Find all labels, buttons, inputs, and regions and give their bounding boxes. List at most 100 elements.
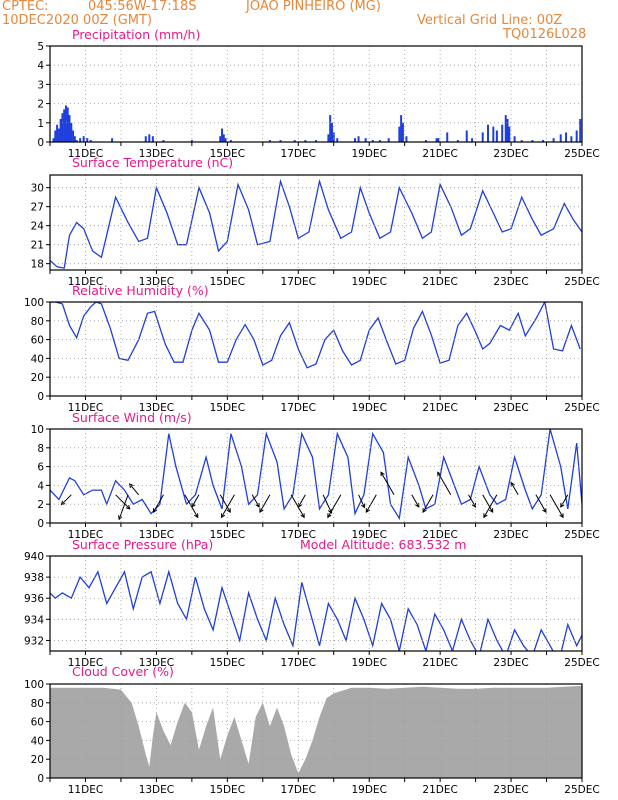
precipitation-bar [575, 130, 578, 142]
pressure-annotation: Model Altitude: 683.532 m [300, 537, 466, 552]
wind-vector [535, 494, 547, 513]
pressure-ytick-label: 936 [24, 593, 44, 605]
wind-vector [184, 494, 199, 518]
temperature-ytick-label: 21 [31, 240, 44, 252]
wind-vector [482, 494, 494, 513]
wind-vector-head [365, 508, 370, 514]
wind-line [50, 429, 582, 521]
precipitation-bar [508, 126, 511, 142]
wind-vector-head [191, 502, 196, 508]
header-source: CPTEC: [2, 0, 49, 14]
humidity-xtick-label: 19DEC [351, 402, 386, 414]
temperature-xtick-label: 21DEC [422, 276, 457, 288]
precipitation-bar [398, 126, 401, 142]
precipitation-bar [506, 118, 509, 142]
wind-vector [297, 494, 306, 508]
precipitation-bar [59, 118, 62, 142]
wind-ytick-label: 0 [37, 518, 44, 530]
cloud-frame [49, 683, 583, 779]
precipitation-frame [49, 45, 583, 143]
precipitation-bar [315, 140, 317, 142]
cloud-ytick-label: 80 [31, 698, 44, 710]
precipitation-ytick-label: 3 [37, 79, 44, 91]
precipitation-ytick-label: 2 [37, 99, 44, 111]
pressure-ytick-label: 934 [24, 614, 44, 626]
header-run-time: 10DEC2020 00Z (GMT) [2, 13, 153, 28]
precipitation-bar [357, 136, 360, 142]
header-station: JOAO PINHEIRO (MG) [246, 0, 381, 14]
precipitation-xtick-label: 17DEC [281, 148, 316, 160]
humidity-title: Relative Humidity (%) [72, 283, 209, 298]
wind-ytick-label: 8 [37, 443, 44, 455]
precipitation-bar [190, 140, 193, 142]
pressure-frame [49, 555, 583, 652]
wind-vector [322, 494, 332, 514]
cloud-xtick-label: 25DEC [564, 784, 599, 796]
wind-vector [468, 494, 476, 508]
precipitation-bar [332, 132, 335, 142]
pressure-xtick-label: 25DEC [564, 657, 599, 669]
temperature-ytick-label: 30 [31, 183, 44, 195]
wind-vector-head [194, 513, 199, 519]
wind-vector [358, 494, 365, 508]
precipitation-bar [293, 140, 296, 142]
wind-vector [380, 472, 395, 496]
pressure-ytick-label: 932 [24, 635, 44, 647]
precipitation-bar [495, 130, 498, 142]
humidity-ytick-label: 100 [24, 297, 44, 309]
header-model-code: TQ0126L028 [503, 27, 587, 42]
wind-vector [118, 494, 129, 520]
precipitation-bar [82, 136, 85, 142]
pressure-xtick-label: 17DEC [281, 657, 316, 669]
precipitation-xtick-label: 13DEC [139, 148, 174, 160]
wind-vector [437, 472, 452, 496]
precipitation-bar [424, 140, 427, 142]
precipitation-ytick-label: 5 [37, 41, 44, 53]
precipitation-bar [552, 138, 555, 142]
precipitation-xtick-label: 25DEC [564, 148, 599, 160]
wind-frame [49, 428, 583, 524]
wind-vector-head [220, 513, 226, 519]
precipitation-bar [465, 130, 468, 142]
temperature-xtick-label: 19DEC [351, 276, 386, 288]
wind-vector [251, 494, 260, 508]
precipitation-xtick-label: 19DEC [351, 148, 386, 160]
humidity-xtick-label: 17DEC [281, 402, 316, 414]
humidity-ytick-label: 40 [31, 353, 44, 365]
humidity-xtick-label: 15DEC [210, 402, 245, 414]
precipitation-bar [400, 115, 403, 142]
precipitation-bar [279, 140, 282, 142]
cloud-ytick-label: 100 [24, 679, 44, 691]
precipitation-bar [329, 115, 332, 142]
wind-vector-head [226, 508, 231, 514]
header-coords: 045:56W-17:18S [88, 0, 197, 14]
wind-vector-head [300, 513, 305, 519]
wind-vector-head [422, 508, 427, 514]
wind-vector [549, 494, 564, 518]
wind-xtick-label: 25DEC [564, 529, 599, 541]
wind-ytick-label: 2 [37, 499, 44, 511]
cloud-xtick-label: 13DEC [139, 784, 174, 796]
wind-ytick-label: 6 [37, 462, 44, 474]
precipitation-bar [86, 138, 89, 142]
precipitation-bar [401, 122, 404, 142]
temperature-xtick-label: 11DEC [68, 276, 103, 288]
temperature-xtick-label: 17DEC [281, 276, 316, 288]
pressure-xtick-label: 11DEC [68, 657, 103, 669]
temperature-ytick-label: 27 [31, 202, 44, 214]
precipitation-bar [579, 118, 582, 142]
precipitation-bar [73, 136, 76, 142]
temperature-line [50, 178, 582, 269]
wind-vector [219, 494, 231, 513]
precipitation-bar [492, 126, 495, 142]
wind-vector [61, 494, 72, 506]
cloud-ytick-label: 0 [37, 773, 44, 785]
humidity-ytick-label: 20 [31, 372, 44, 384]
humidity-xtick-label: 23DEC [493, 402, 528, 414]
precipitation-xtick-label: 23DEC [493, 148, 528, 160]
cloud-xtick-label: 15DEC [210, 784, 245, 796]
wind-xtick-label: 11DEC [68, 529, 103, 541]
temperature-ytick-label: 24 [31, 221, 45, 233]
temperature-frame [49, 174, 583, 271]
temperature-xtick-label: 13DEC [139, 276, 174, 288]
